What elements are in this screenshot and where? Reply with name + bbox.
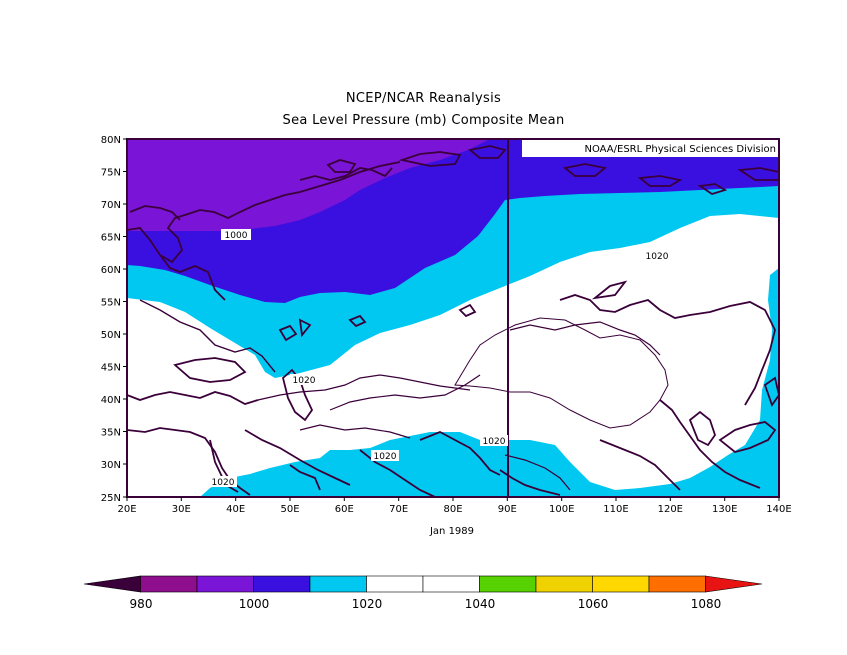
colorbar-arrow-left <box>83 575 141 593</box>
period-label: Jan 1989 <box>429 526 474 537</box>
lon-tick-label: 30E <box>172 504 191 515</box>
lat-tick-label: 45N <box>101 363 121 374</box>
lon-tick-label: 40E <box>226 504 245 515</box>
lon-tick-label: 120E <box>658 504 683 515</box>
contour-label: 1020 <box>374 452 397 462</box>
lat-tick-label: 80N <box>101 135 121 146</box>
lon-tick-label: 80E <box>443 504 462 515</box>
coastlines <box>127 145 779 497</box>
lat-tick-label: 35N <box>101 428 121 439</box>
lon-tick-label: 100E <box>549 504 574 515</box>
colorbar-labels: 980 1000 1020 1040 1060 1080 <box>130 597 722 611</box>
contour-label: 1020 <box>212 478 235 488</box>
colorbar-segment <box>309 575 367 593</box>
lat-tick-label: 75N <box>101 168 121 179</box>
contour-label: 1020 <box>483 437 506 447</box>
colorbar-segment <box>535 575 593 593</box>
lat-axis: 80N 75N 70N 65N 60N 55N 50N 45N 40N 35N … <box>101 135 127 504</box>
contour-label: 1020 <box>646 252 669 262</box>
colorbar-segment <box>366 575 424 593</box>
colorbar-segment <box>196 575 254 593</box>
colorbar-segment <box>253 575 311 593</box>
lat-tick-label: 70N <box>101 200 121 211</box>
colorbar-label: 980 <box>130 597 153 611</box>
lat-tick-label: 30N <box>101 460 121 471</box>
contour-label: 1020 <box>293 376 316 386</box>
lon-tick-label: 130E <box>712 504 737 515</box>
lat-tick-label: 40N <box>101 395 121 406</box>
lon-tick-label: 70E <box>389 504 408 515</box>
lon-tick-label: 60E <box>335 504 354 515</box>
lat-tick-label: 60N <box>101 265 121 276</box>
colorbar-label: 1060 <box>578 597 609 611</box>
lon-axis: 20E 30E 40E 50E 60E 70E 80E 90E 100E 110… <box>117 497 792 515</box>
lat-tick-label: 25N <box>101 493 121 504</box>
credit-text: NOAA/ESRL Physical Sciences Division <box>585 144 777 155</box>
lat-tick-label: 50N <box>101 330 121 341</box>
colorbar-label: 1020 <box>352 597 383 611</box>
map-title: NCEP/NCAR Reanalysis <box>345 91 502 106</box>
lat-tick-label: 65N <box>101 233 121 244</box>
credit-box <box>522 140 778 157</box>
pressure-field <box>127 139 779 497</box>
colorbar-segment <box>592 575 650 593</box>
colorbar <box>83 575 763 593</box>
lon-tick-label: 50E <box>280 504 299 515</box>
lon-tick-label: 110E <box>603 504 628 515</box>
colorbar-label: 1000 <box>239 597 270 611</box>
colorbar-label: 1040 <box>465 597 496 611</box>
lon-tick-label: 140E <box>766 504 791 515</box>
colorbar-segment <box>422 575 480 593</box>
lon-tick-label: 20E <box>117 504 136 515</box>
lat-tick-label: 55N <box>101 298 121 309</box>
contour-label: 1000 <box>225 231 248 241</box>
band-notch <box>470 448 505 465</box>
colorbar-segment <box>140 575 198 593</box>
map-subtitle: Sea Level Pressure (mb) Composite Mean <box>282 113 565 128</box>
colorbar-label: 1080 <box>691 597 722 611</box>
contour-labels: 1000 1020 1020 1020 1020 1020 <box>209 229 671 488</box>
colorbar-segment <box>479 575 537 593</box>
lon-tick-label: 90E <box>498 504 517 515</box>
colorbar-arrow-right <box>705 575 763 593</box>
colorbar-segment <box>648 575 706 593</box>
